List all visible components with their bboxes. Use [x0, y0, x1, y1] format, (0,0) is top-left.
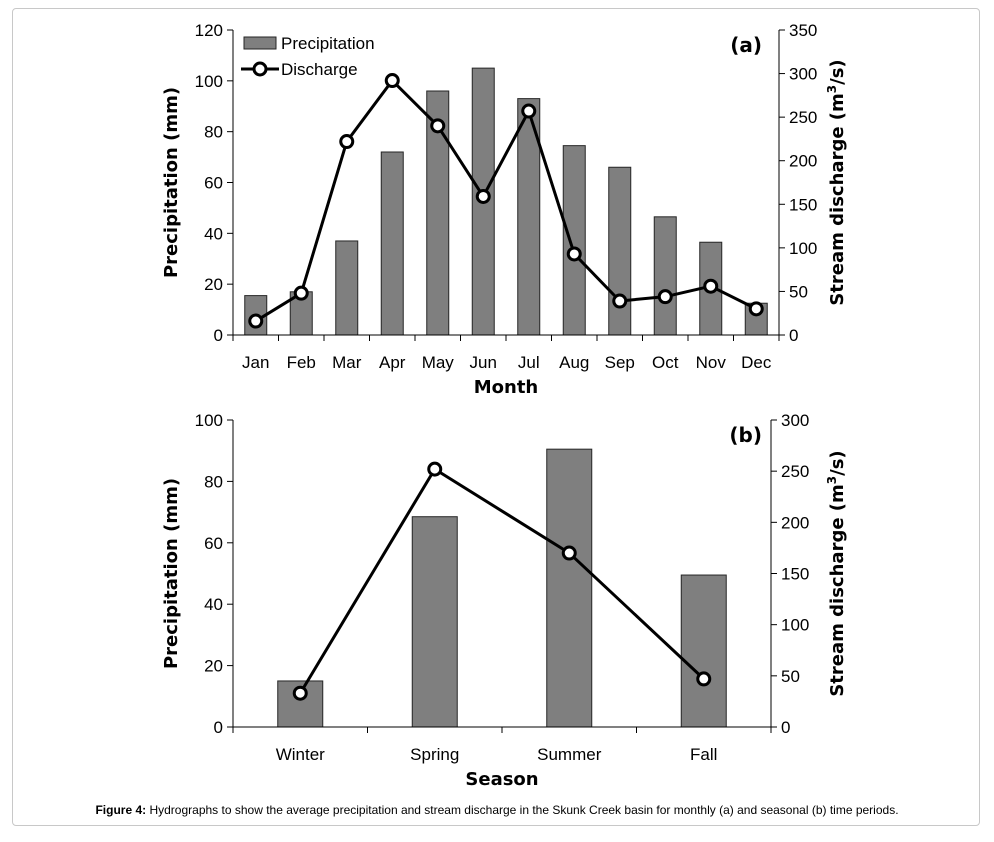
right-tick-label: 200: [781, 513, 809, 532]
left-tick-label: 100: [195, 411, 223, 430]
panel-tag: (a): [730, 33, 762, 57]
legend: Precipitation Discharge: [241, 34, 375, 79]
figure-caption: Figure 4: Hydrographs to show the averag…: [0, 803, 994, 817]
legend-label-precipitation: Precipitation: [281, 34, 375, 53]
x-tick-label: Jul: [518, 353, 540, 372]
left-tick-label: 100: [195, 72, 223, 91]
discharge-point: [696, 671, 712, 687]
precipitation-bar: [680, 574, 727, 728]
right-tick-label: 0: [781, 718, 790, 737]
right-axis-title-main: Stream discharge (m: [827, 93, 848, 305]
left-axis-title: Precipitation (mm): [161, 478, 182, 669]
x-tick-label: Mar: [332, 353, 362, 372]
left-axis-title: Precipitation (mm): [161, 87, 182, 278]
figure-frame: [12, 8, 980, 826]
right-tick-label: 300: [781, 411, 809, 430]
x-tick-label: Spring: [410, 745, 459, 764]
left-tick-label: 0: [214, 326, 223, 345]
discharge-point: [521, 103, 537, 119]
x-tick-label: Jun: [470, 353, 497, 372]
precipitation-bar: [562, 145, 586, 336]
right-tick-label: 250: [781, 462, 809, 481]
x-tick-label: Jan: [242, 353, 269, 372]
left-tick-label: 60: [204, 174, 223, 193]
right-tick-label: 200: [789, 152, 817, 171]
x-axis-title: Season: [465, 769, 538, 790]
left-tick-label: 40: [204, 224, 223, 243]
right-tick-label: 300: [789, 65, 817, 84]
precipitation-bar: [335, 240, 359, 336]
left-tick-label: 0: [214, 718, 223, 737]
right-axis-title: Stream discharge (m3/s): [825, 59, 848, 305]
right-tick-label: 250: [789, 108, 817, 127]
discharge-point: [475, 188, 491, 204]
precipitation-bar: [411, 516, 458, 728]
x-tick-label: Fall: [690, 745, 717, 764]
left-tick-label: 80: [204, 472, 223, 491]
discharge-point: [427, 461, 443, 477]
precipitation-bar: [380, 151, 404, 336]
x-tick-label: Apr: [379, 353, 406, 372]
discharge-point: [430, 118, 446, 134]
legend-label-discharge: Discharge: [281, 60, 358, 79]
right-tick-label: 150: [781, 565, 809, 584]
discharge-line: [298, 467, 705, 695]
left-tick-label: 20: [204, 275, 223, 294]
right-axis-title-main: Stream discharge (m: [827, 484, 848, 696]
right-axis-title-suffix: /s): [827, 59, 848, 85]
left-tick-label: 60: [204, 534, 223, 553]
discharge-point: [293, 285, 309, 301]
discharge-point: [384, 73, 400, 89]
left-tick-label: 20: [204, 657, 223, 676]
right-axis-title-superscript: 3: [825, 85, 839, 93]
legend-swatch-precipitation: [243, 36, 277, 50]
chart-panel-a: 0 20 40 60 80 100 120 0 50 100 150 200 250 300 350 Jan F…: [161, 21, 848, 398]
left-tick-label: 120: [195, 21, 223, 40]
discharge-point: [561, 545, 577, 561]
panel-tag: (b): [729, 423, 762, 447]
x-tick-label: Sep: [605, 353, 635, 372]
x-tick-label: Oct: [652, 353, 679, 372]
right-axis-title: Stream discharge (m3/s): [825, 450, 848, 696]
caption-label: Figure 4:: [95, 803, 147, 817]
x-tick-label: May: [422, 353, 455, 372]
x-tick-label: Aug: [559, 353, 589, 372]
discharge-line: [254, 79, 757, 323]
left-tick-label: 80: [204, 123, 223, 142]
left-tick-label: 40: [204, 595, 223, 614]
right-axis-title-superscript: 3: [825, 476, 839, 484]
precipitation-bar: [546, 448, 593, 728]
discharge-point: [657, 289, 673, 305]
legend-swatch-discharge-marker: [252, 61, 268, 77]
x-tick-label: Dec: [741, 353, 772, 372]
x-tick-label: Summer: [537, 745, 602, 764]
discharge-point: [612, 293, 628, 309]
discharge-point: [339, 134, 355, 150]
precipitation-bar: [653, 216, 677, 336]
discharge-point: [292, 685, 308, 701]
x-axis-title: Month: [474, 377, 539, 398]
right-tick-label: 50: [789, 282, 808, 301]
discharge-point: [703, 278, 719, 294]
x-tick-label: Winter: [276, 745, 325, 764]
x-tick-label: Nov: [696, 353, 727, 372]
discharge-point: [748, 301, 764, 317]
right-axis-title-suffix: /s): [827, 450, 848, 476]
chart-panel-b: 0 20 40 60 80 100 0 50 100 150 200 250 300 Winter Spri…: [161, 411, 848, 790]
right-tick-label: 50: [781, 667, 800, 686]
right-tick-label: 350: [789, 21, 817, 40]
right-tick-label: 100: [781, 616, 809, 635]
x-tick-label: Feb: [287, 353, 316, 372]
precipitation-bar: [608, 166, 632, 336]
right-tick-label: 0: [789, 326, 798, 345]
discharge-point: [248, 313, 264, 329]
right-tick-label: 150: [789, 195, 817, 214]
discharge-point: [566, 246, 582, 262]
right-tick-label: 100: [789, 239, 817, 258]
caption-text: Hydrographs to show the average precipit…: [149, 803, 899, 817]
